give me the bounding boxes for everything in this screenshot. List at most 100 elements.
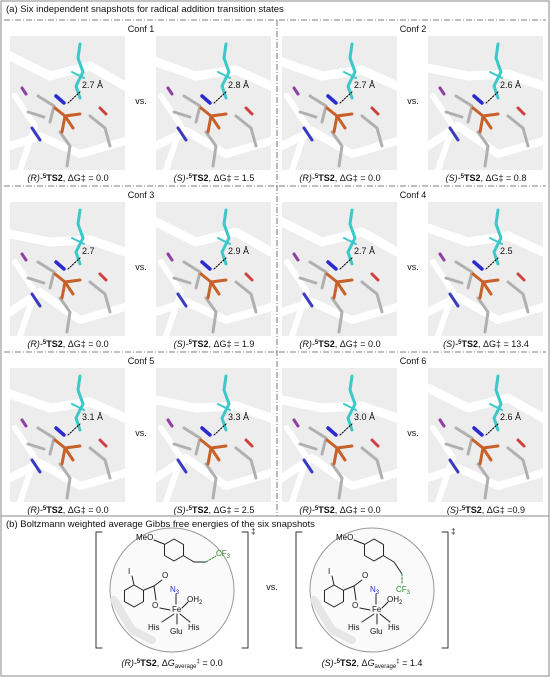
- average-energy-caption: (S)-5TS2, ΔGaverage‡ = 1.4: [322, 658, 423, 670]
- bracket: [241, 531, 249, 649]
- iodine-sticks: [292, 86, 300, 96]
- snapshot: 2.9 Å: [151, 202, 276, 339]
- distance-label: 2.7 Å: [82, 80, 103, 90]
- bracket: [95, 531, 103, 649]
- spin-label: 5: [43, 506, 47, 512]
- snapshot-caption: (S)-5TS2, ΔG‡ =0.9: [447, 505, 525, 515]
- benzene-ring: [163, 538, 185, 562]
- iron-coordination: [63, 446, 75, 462]
- residue-sticks: [26, 276, 46, 285]
- species-name: TS2: [464, 173, 481, 183]
- delta-label: , Δ: [157, 658, 168, 668]
- oxygen-sticks: [98, 438, 108, 448]
- protein-cartoon: [6, 132, 129, 158]
- spin-label: 5: [43, 340, 47, 346]
- active-site-circle: [309, 527, 435, 653]
- substrate-sticks: [489, 237, 503, 245]
- iodine-sticks: [166, 252, 174, 262]
- energy-label: , ΔG‡ = 1.5: [209, 173, 255, 183]
- coordination-bond: [381, 601, 389, 609]
- iodine-sticks: [438, 252, 446, 262]
- residue-sticks: [182, 426, 202, 456]
- residue-sticks: [454, 260, 474, 290]
- substrate-sticks: [74, 42, 85, 100]
- residue-sticks: [36, 260, 56, 290]
- energy-label: = 1.4: [400, 658, 423, 668]
- residue-sticks: [298, 442, 318, 451]
- residue-sticks: [204, 462, 218, 500]
- substrate-sticks: [71, 237, 85, 245]
- protein-cartoon: [278, 127, 401, 158]
- snapshot: 3.0 Å: [277, 368, 402, 505]
- residue-sticks: [172, 442, 192, 451]
- residue-sticks: [204, 296, 218, 334]
- distance-label: 3.0 Å: [354, 412, 375, 422]
- distance-line: [67, 257, 81, 270]
- residue-sticks: [234, 446, 258, 480]
- substrate-sticks: [74, 374, 85, 432]
- residue-sticks: [330, 296, 344, 334]
- species-name: TS2: [140, 658, 157, 668]
- substrate-sticks: [220, 374, 231, 432]
- snapshot-caption: (S)-5TS2, ΔG‡ = 2.5: [174, 505, 255, 515]
- residue-sticks: [36, 94, 56, 124]
- iodine-sticks: [292, 418, 300, 428]
- water-subscript: 2: [399, 600, 403, 606]
- iron-label: Fe: [172, 605, 182, 614]
- azide-sticks: [326, 426, 338, 437]
- azide-sticks: [54, 260, 66, 271]
- stereo-label: (R)-: [299, 339, 315, 349]
- substrate-sticks: [220, 208, 231, 266]
- residue-sticks: [454, 94, 474, 124]
- residue-sticks: [506, 446, 530, 480]
- energy-label: , ΔG‡ = 13.4: [478, 339, 529, 349]
- dagger-label: ‡: [251, 527, 255, 536]
- oxygen-sticks: [244, 272, 254, 282]
- energy-label: , ΔG‡ = 0.8: [481, 173, 527, 183]
- dagger-label: ‡: [196, 659, 199, 665]
- conf-label: Conf 2: [400, 24, 427, 34]
- spin-label: 5: [458, 340, 462, 346]
- bond: [153, 539, 165, 545]
- species-name: TS2: [46, 505, 63, 515]
- substrate-sticks: [492, 42, 503, 100]
- species-name: TS2: [318, 505, 335, 515]
- benzene-ring: [323, 584, 345, 608]
- protein-cartoon: [152, 127, 275, 158]
- residue-sticks: [444, 276, 464, 285]
- carbonyl-oxygen-label: O: [162, 571, 168, 580]
- energy-label: , ΔG‡ = 0.0: [63, 339, 109, 349]
- conf-label: Conf 3: [128, 190, 155, 200]
- spin-label: 5: [43, 174, 47, 180]
- snapshot: 3.1 Å: [5, 368, 130, 505]
- snapshot-caption: (R)-5TS2, ΔG‡ = 0.0: [299, 339, 380, 349]
- spin-label: 5: [189, 340, 193, 346]
- vs-label: vs.: [407, 96, 419, 106]
- oxygen-sticks: [370, 438, 380, 448]
- azide-subscript: 3: [176, 590, 180, 596]
- cf3-subscript: 3: [227, 554, 231, 560]
- residue-sticks: [506, 280, 530, 314]
- residue-sticks: [444, 110, 464, 119]
- distance-label: 2.6 Å: [500, 80, 521, 90]
- azide-text: N: [170, 585, 176, 594]
- iron-coordination: [332, 280, 339, 300]
- spin-label: 5: [462, 506, 466, 512]
- residue-sticks: [454, 426, 474, 456]
- iron-coordination: [481, 114, 493, 130]
- vs-label: vs.: [135, 428, 147, 438]
- glutamate-label: Glu: [370, 627, 382, 636]
- iron-coordination: [332, 114, 339, 134]
- protein-cartoon: [110, 596, 156, 644]
- distance-line: [67, 423, 81, 436]
- spin-label: 5: [315, 174, 319, 180]
- species-name: TS2: [192, 173, 209, 183]
- snapshot: 2.5: [423, 202, 548, 339]
- substrate-sticks: [217, 403, 231, 411]
- water-text: OH: [387, 595, 399, 604]
- iron-coordination: [63, 280, 75, 296]
- iron-coordination: [335, 446, 347, 462]
- species-name: TS2: [318, 173, 335, 183]
